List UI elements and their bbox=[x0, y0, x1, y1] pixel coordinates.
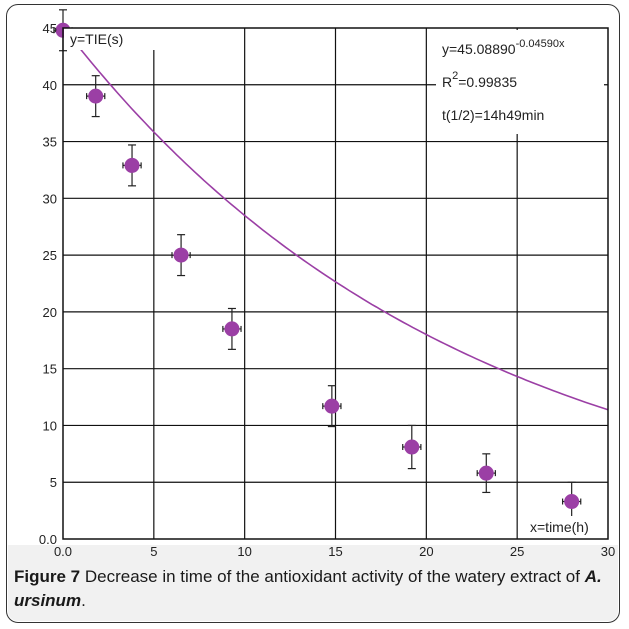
y-tick-label: 35 bbox=[43, 135, 57, 150]
data-point bbox=[476, 453, 496, 494]
y-tick-label: 30 bbox=[43, 191, 57, 206]
x-axis-title: x=time(h) bbox=[530, 519, 589, 535]
data-point bbox=[122, 144, 142, 187]
caption-background bbox=[8, 545, 618, 621]
y-tick-label: 0.0 bbox=[39, 532, 57, 547]
x-tick-label: 0.0 bbox=[54, 544, 72, 559]
fit-curve bbox=[62, 26, 609, 411]
grid bbox=[63, 28, 608, 539]
data-marker bbox=[404, 439, 420, 455]
y-tick-label: 5 bbox=[50, 475, 57, 490]
y-tick-label: 15 bbox=[43, 362, 57, 377]
x-tick-label: 10 bbox=[237, 544, 251, 559]
plot-frame bbox=[62, 27, 609, 540]
x-axis-title-box: x=time(h) bbox=[526, 516, 604, 538]
y-tick-label: 25 bbox=[43, 248, 57, 263]
equation-box: y=45.08890-0.04590x R2=0.99835 t(1/2)=14… bbox=[436, 30, 604, 134]
data-marker bbox=[224, 321, 240, 337]
data-point bbox=[561, 481, 582, 522]
caption-period: . bbox=[81, 591, 86, 610]
figure-label: Figure 7 bbox=[14, 567, 81, 586]
x-tick-label: 25 bbox=[510, 544, 524, 559]
data-point bbox=[402, 424, 422, 470]
data-point bbox=[171, 234, 191, 277]
x-tick-label: 30 bbox=[601, 544, 615, 559]
x-tick-label: 5 bbox=[150, 544, 157, 559]
tick-labels: 0.0 5 10 15 20 25 30 0.0 5 10 15 20 25 30 35 40 45 bbox=[39, 21, 615, 559]
y-axis-title: y=TIE(s) bbox=[70, 31, 123, 47]
x-tick-label: 20 bbox=[419, 544, 433, 559]
data-marker bbox=[124, 157, 140, 173]
figure-caption: Figure 7 Decrease in time of the antioxi… bbox=[14, 565, 604, 613]
y-tick-label: 45 bbox=[43, 21, 57, 36]
fit-curve-layer bbox=[62, 26, 609, 411]
caption-text: Decrease in time of the antioxidant acti… bbox=[80, 567, 585, 586]
y-tick-label: 20 bbox=[43, 305, 57, 320]
r-squared: R2=0.99835 bbox=[442, 70, 517, 90]
species-name: A. ursinum bbox=[14, 567, 602, 610]
data-marker bbox=[88, 88, 104, 104]
data-marker bbox=[478, 465, 494, 481]
data-point bbox=[222, 307, 242, 350]
data-marker bbox=[324, 398, 340, 414]
data-marker bbox=[173, 247, 189, 263]
data-point bbox=[322, 385, 342, 428]
half-life: t(1/2)=14h49min bbox=[442, 107, 544, 123]
data-marker bbox=[564, 494, 580, 510]
x-tick-label: 15 bbox=[328, 544, 342, 559]
data-point bbox=[86, 75, 106, 118]
y-tick-label: 10 bbox=[43, 418, 57, 433]
y-axis-title-box: y=TIE(s) bbox=[64, 28, 160, 50]
y-tick-label: 40 bbox=[43, 78, 57, 93]
fit-equation: y=45.08890-0.04590x bbox=[442, 38, 565, 57]
